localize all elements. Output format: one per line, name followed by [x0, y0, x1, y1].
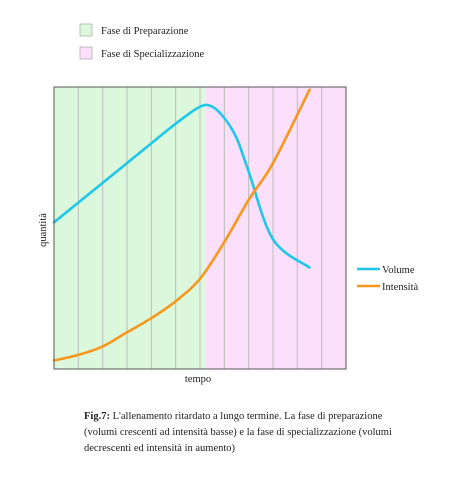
legend-label-volume: Volume [382, 265, 415, 276]
series-line-intensity [52, 88, 311, 362]
legend-swatch-preparation [79, 23, 93, 37]
caption-text: L'allenamento ritardato a lungo termine.… [84, 411, 392, 454]
vertical-gridlines [77, 87, 323, 369]
figure-caption: Fig.7: L'allenamento ritardato a lungo t… [84, 409, 414, 457]
phase-band-preparation [54, 87, 205, 369]
phase-legend: Fase di Preparazione Fase di Specializza… [79, 23, 205, 60]
y-axis-label: quantità [38, 213, 49, 247]
plot-area [52, 86, 347, 370]
x-axis-label: tempo [185, 374, 211, 385]
plot-border [53, 86, 347, 370]
series-line-volume [52, 103, 311, 269]
series-legend: Volume Intensità [357, 265, 418, 293]
legend-label-preparation: Fase di Preparazione [101, 26, 189, 37]
caption-figure-label: Fig.7: [84, 411, 110, 422]
legend-label-specialization: Fase di Specializzazione [101, 49, 205, 60]
phase-band-specialization [204, 87, 346, 369]
legend-label-intensity: Intensità [382, 282, 418, 293]
legend-swatch-specialization [79, 46, 93, 60]
